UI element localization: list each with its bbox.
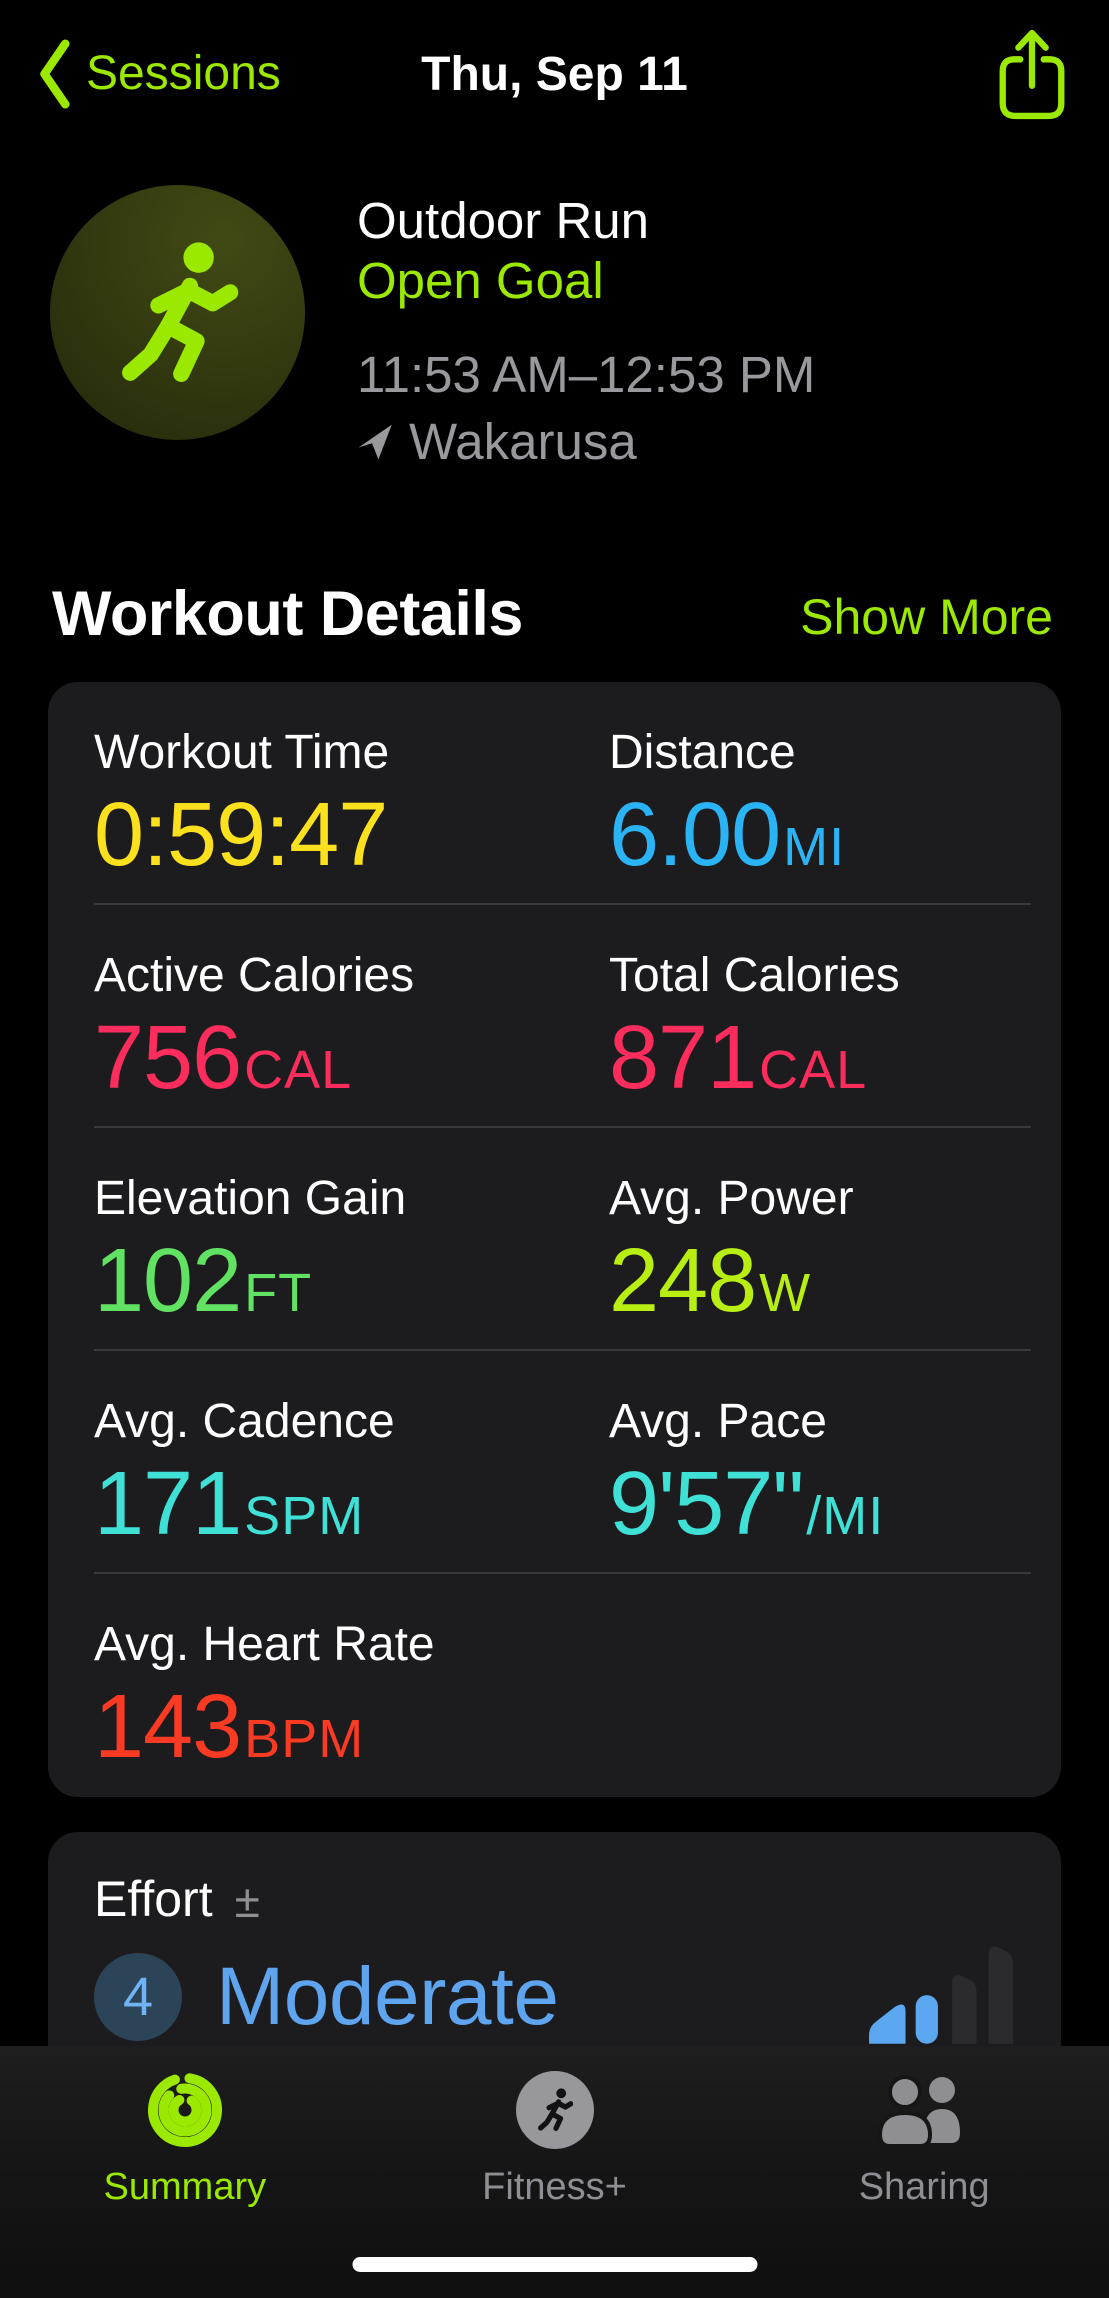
row-divider <box>94 1126 1031 1128</box>
metric-label: Total Calories <box>609 949 900 1002</box>
workout-details-heading: Workout Details <box>52 579 523 649</box>
effort-main: 4 Moderate <box>94 1946 1017 2044</box>
runner-circle-icon <box>515 2071 594 2149</box>
metric-value: 756CAL <box>94 1008 353 1109</box>
metric-label: Avg. Cadence <box>94 1395 395 1448</box>
metric-label: Avg. Heart Rate <box>94 1618 435 1671</box>
share-button[interactable] <box>991 25 1073 123</box>
metric-value: 871CAL <box>609 1008 868 1109</box>
metric-row: Elevation Gain 102FT Avg. Power 248W <box>48 1128 1061 1349</box>
two-people-icon <box>878 2075 961 2147</box>
location-name: Wakarusa <box>409 412 637 470</box>
metric-value: 171SPM <box>94 1454 365 1555</box>
share-icon <box>999 29 1065 120</box>
runner-icon <box>537 2088 573 2131</box>
tab-sharing[interactable]: Sharing <box>739 2046 1109 2298</box>
metric-distance: Distance 6.00MI <box>609 682 1061 903</box>
row-divider <box>94 903 1031 905</box>
tab-summary[interactable]: Summary <box>0 2046 370 2298</box>
workout-details-card: Workout Time 0:59:47 Distance 6.00MI Act… <box>48 682 1061 1797</box>
metric-label: Distance <box>609 726 796 779</box>
effort-heading: Effort <box>94 1871 213 1927</box>
metric-empty-cell <box>609 1574 1061 1797</box>
metric-avg-pace: Avg. Pace 9'57"/MI <box>609 1351 1061 1572</box>
metric-value: 143BPM <box>94 1677 365 1778</box>
tab-label: Sharing <box>858 2166 990 2208</box>
section-head: Workout Details Show More <box>52 578 1053 650</box>
metric-row: Avg. Cadence 171SPM Avg. Pace 9'57"/MI <box>48 1351 1061 1572</box>
metric-row: Workout Time 0:59:47 Distance 6.00MI <box>48 682 1061 903</box>
workout-header: Outdoor Run Open Goal 11:53 AM–12:53 PM … <box>50 185 815 472</box>
workout-info: Outdoor Run Open Goal 11:53 AM–12:53 PM … <box>357 191 815 472</box>
location-arrow-icon <box>358 424 392 460</box>
metric-value: 248W <box>609 1231 812 1332</box>
nav-bar: Sessions Thu, Sep 11 <box>0 28 1109 120</box>
tab-fitness-plus[interactable]: Fitness+ <box>370 2046 740 2298</box>
signal-bars-icon <box>869 1946 1013 2044</box>
metric-avg-cadence: Avg. Cadence 171SPM <box>94 1351 609 1572</box>
effort-level: Moderate <box>216 1951 559 2042</box>
workout-goal: Open Goal <box>357 252 604 310</box>
plus-minus-icon[interactable]: ± <box>234 1875 260 1927</box>
metric-workout-time: Workout Time 0:59:47 <box>94 682 609 903</box>
metric-value: 9'57"/MI <box>609 1454 885 1555</box>
row-divider <box>94 1572 1031 1574</box>
metric-elevation-gain: Elevation Gain 102FT <box>94 1128 609 1349</box>
location-row: Wakarusa <box>357 412 815 472</box>
workout-title: Outdoor Run <box>357 192 650 249</box>
running-figure-icon <box>121 241 238 382</box>
tab-bar: Summary Fitness+ <box>0 2046 1109 2298</box>
workout-time-range: 11:53 AM–12:53 PM <box>357 346 816 404</box>
effort-score: 4 <box>122 1967 154 2027</box>
back-label: Sessions <box>86 47 281 100</box>
metric-value: 0:59:47 <box>94 785 388 886</box>
metric-label: Active Calories <box>94 949 415 1002</box>
metric-label: Avg. Power <box>609 1172 854 1225</box>
metric-active-calories: Active Calories 756CAL <box>94 905 609 1126</box>
metric-value: 6.00MI <box>609 785 846 886</box>
metric-total-calories: Total Calories 871CAL <box>609 905 1061 1126</box>
activity-rings-icon <box>147 2073 222 2147</box>
metric-label: Avg. Pace <box>609 1395 827 1448</box>
metric-row: Avg. Heart Rate 143BPM <box>48 1574 1061 1797</box>
metric-avg-power: Avg. Power 248W <box>609 1128 1061 1349</box>
metric-label: Workout Time <box>94 726 390 779</box>
metric-row: Active Calories 756CAL Total Calories 87… <box>48 905 1061 1126</box>
row-divider <box>94 1349 1031 1351</box>
workout-icon-badge <box>50 185 305 440</box>
back-button[interactable]: Sessions <box>36 36 281 112</box>
metric-label: Elevation Gain <box>94 1172 407 1225</box>
show-more-button[interactable]: Show More <box>800 589 1053 645</box>
metric-value: 102FT <box>94 1231 313 1332</box>
effort-head: Effort ± <box>94 1874 1017 1924</box>
home-indicator[interactable] <box>352 2257 757 2272</box>
effort-score-badge: 4 <box>94 1953 182 2041</box>
tab-label: Summary <box>103 2166 267 2208</box>
metric-avg-heart-rate: Avg. Heart Rate 143BPM <box>94 1574 609 1797</box>
chevron-left-icon <box>40 39 70 109</box>
tab-label: Fitness+ <box>482 2166 627 2208</box>
